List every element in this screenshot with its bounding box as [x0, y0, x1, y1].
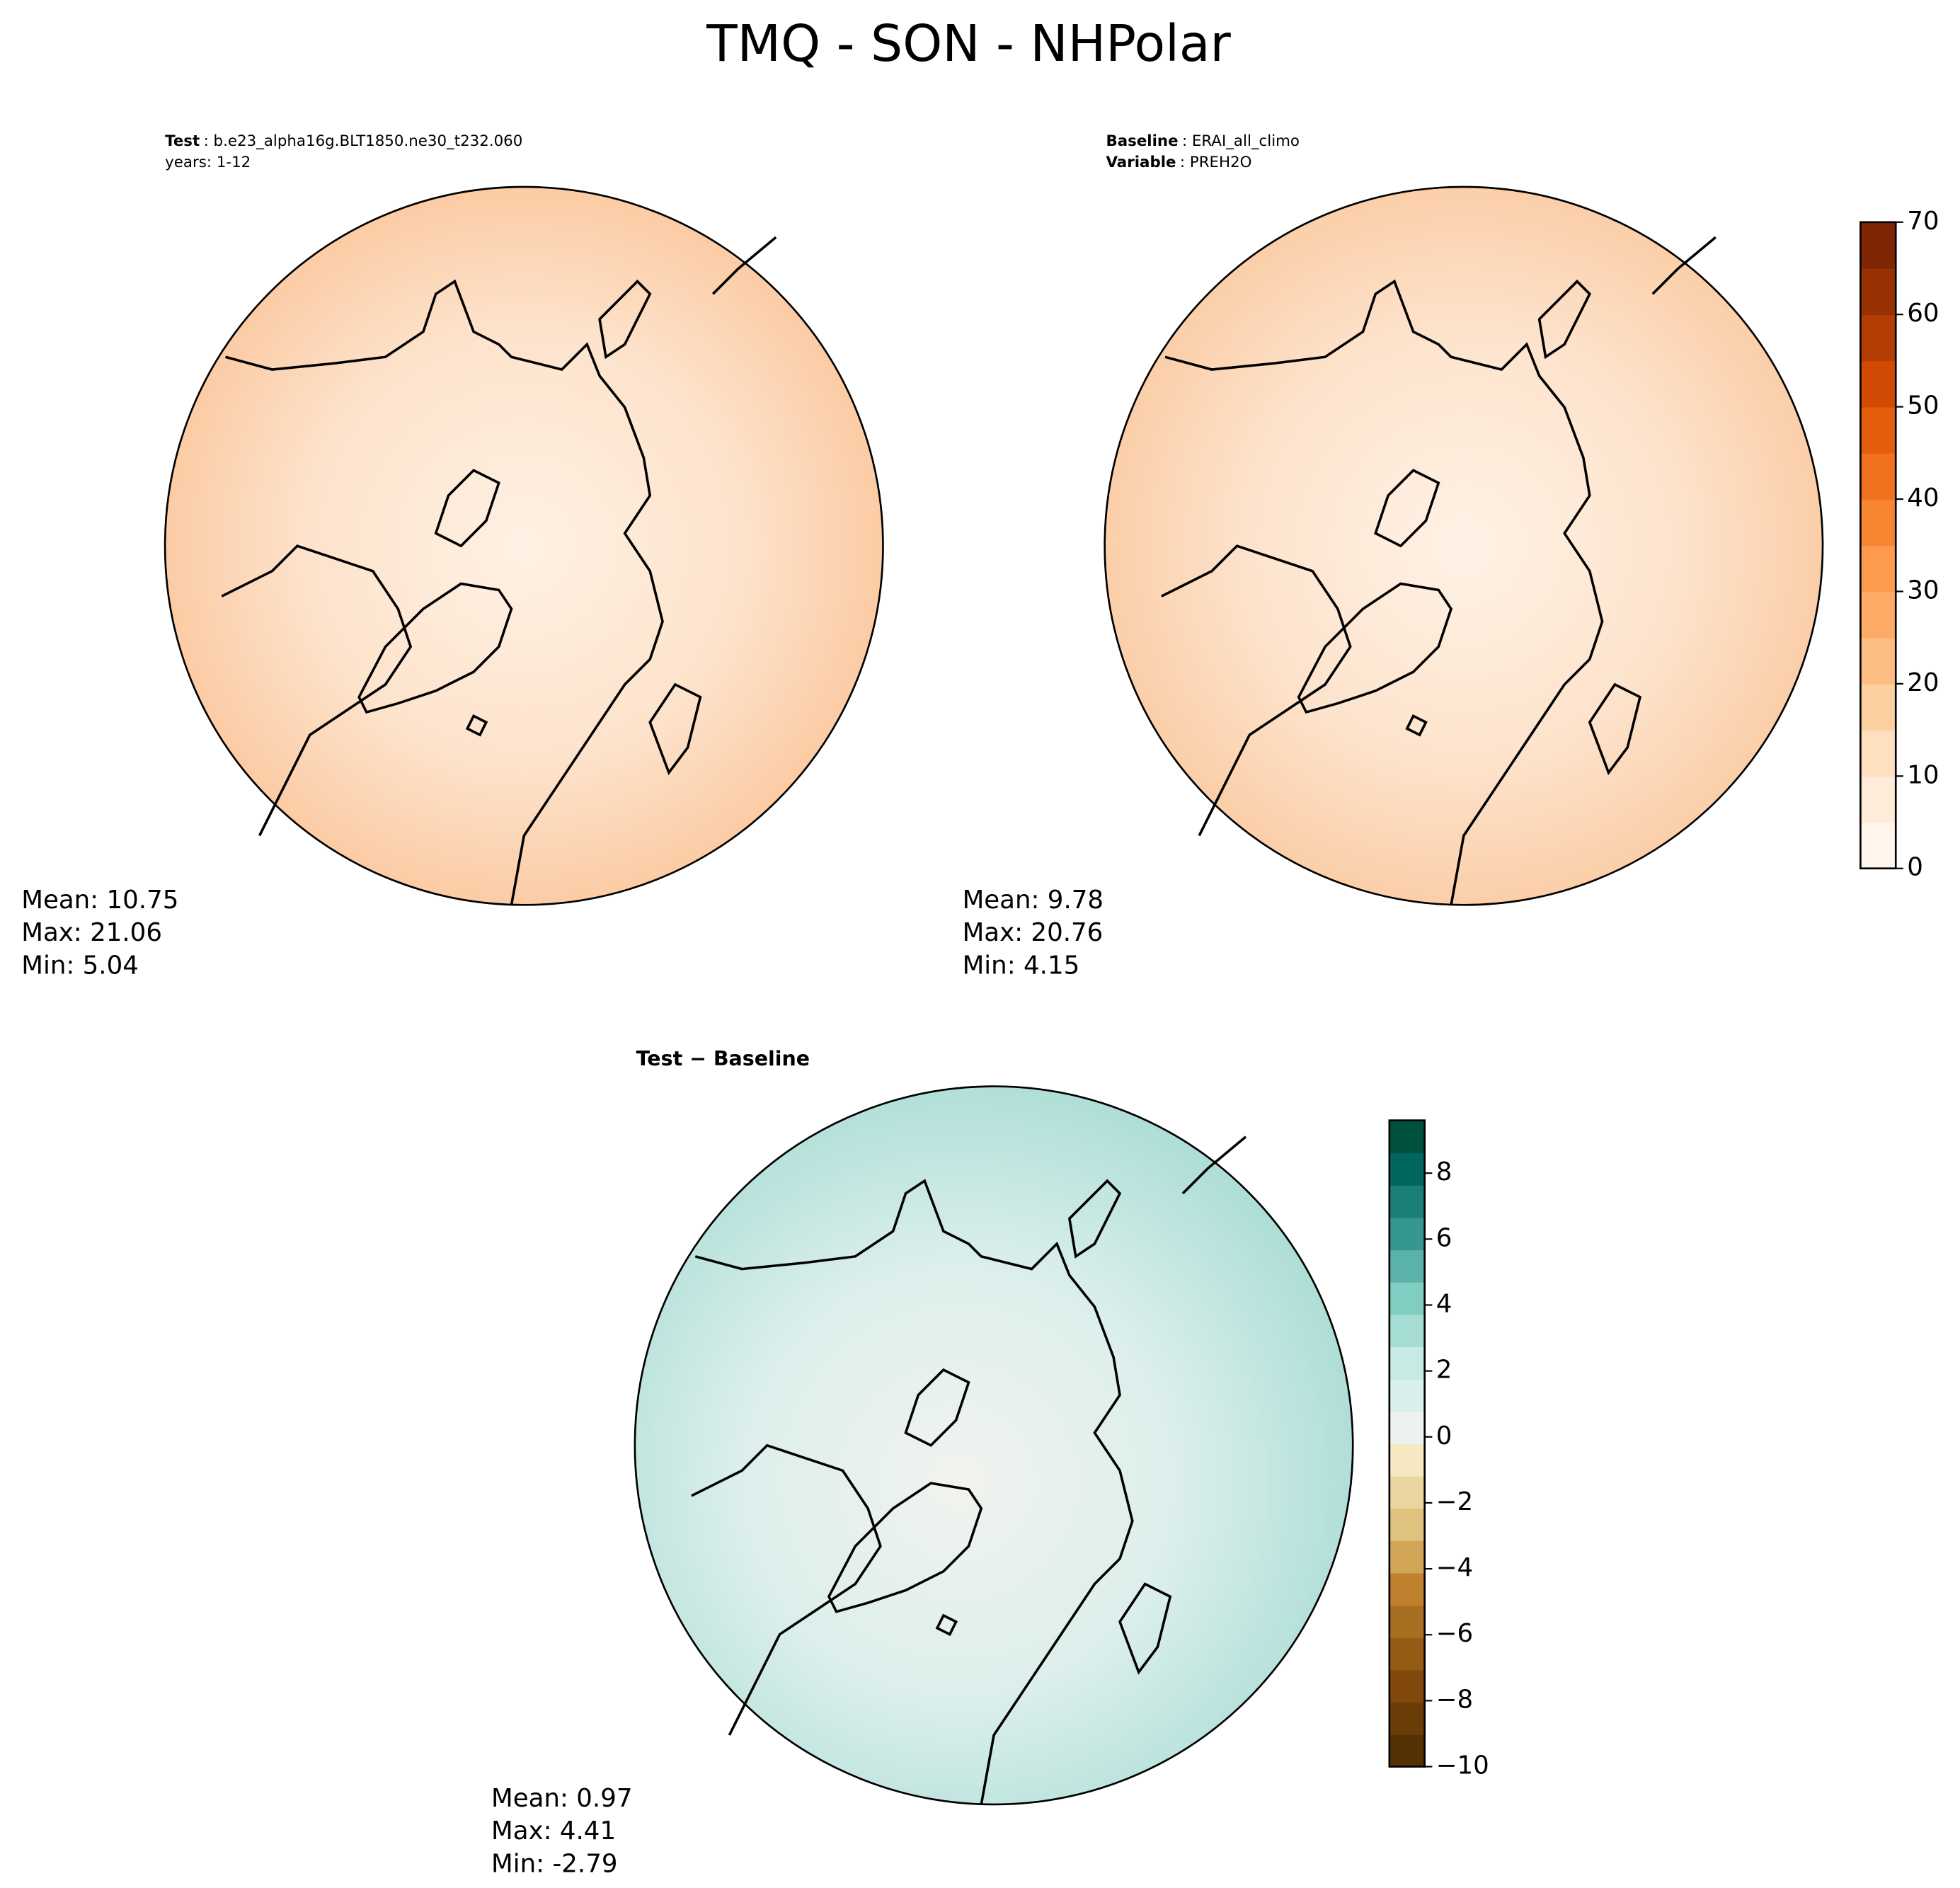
colorbar-band	[1860, 637, 1896, 685]
colorbar-tick-label: −4	[1436, 1553, 1473, 1582]
colorbar-tick-label: 20	[1907, 668, 1939, 697]
colorbar-tick-label: −2	[1436, 1487, 1473, 1516]
colorbar-band	[1389, 1443, 1425, 1477]
colorbar-band	[1389, 1120, 1425, 1154]
panel-header: Variable: PREH2O	[1106, 154, 1251, 171]
header-text: years: 1-12	[165, 154, 251, 171]
stat-line: Min: 5.04	[21, 951, 139, 980]
colorbar-band	[1389, 1249, 1425, 1283]
header-key: Variable	[1106, 154, 1176, 171]
panel-header: Baseline: ERAI_all_climo	[1106, 132, 1300, 150]
colorbar-tick-label: 2	[1436, 1356, 1452, 1385]
colorbar-tick-label: 4	[1436, 1289, 1452, 1318]
colorbar-tick-label: 50	[1907, 391, 1939, 420]
colorbar-tick-label: 60	[1907, 299, 1939, 328]
stat-line: Max: 4.41	[491, 1817, 616, 1846]
stat-line: Mean: 9.78	[963, 886, 1104, 915]
stat-line: Min: 4.15	[963, 951, 1080, 980]
map	[164, 185, 884, 907]
colorbar-band	[1860, 406, 1896, 454]
colorbar-band	[1389, 1475, 1425, 1509]
colorbar-band	[1860, 452, 1896, 500]
colorbar-tick-label: 0	[1436, 1421, 1452, 1451]
colorbar-band	[1389, 1314, 1425, 1348]
header-key: Baseline	[1106, 132, 1178, 150]
stat-line: Mean: 10.75	[21, 886, 178, 915]
header-text: : ERAI_all_climo	[1182, 132, 1300, 150]
map	[634, 1085, 1354, 1806]
colorbar-band	[1860, 822, 1896, 869]
colorbar-band	[1389, 1217, 1425, 1251]
colorbar-band	[1860, 314, 1896, 362]
colorbar-band	[1389, 1572, 1425, 1606]
colorbar-band	[1389, 1378, 1425, 1412]
colorbar-tick-label: −10	[1436, 1751, 1489, 1780]
colorbar-tick-label: 10	[1907, 760, 1939, 789]
panel-header: Test: b.e23_alpha16g.BLT1850.ne30_t232.0…	[165, 132, 522, 150]
header-key: Test	[165, 132, 200, 150]
colorbar-tick-label: 0	[1907, 853, 1923, 882]
stat-line: Mean: 0.97	[491, 1784, 632, 1813]
colorbar-band	[1860, 268, 1896, 316]
colorbar-band	[1389, 1152, 1425, 1186]
colorbar-band	[1860, 591, 1896, 639]
figure-title: TMQ - SON - NHPolar	[706, 14, 1231, 73]
colorbar-band	[1389, 1184, 1425, 1218]
colorbar-band	[1860, 499, 1896, 547]
stat-line: Min: -2.79	[491, 1849, 617, 1878]
header-text: : PREH2O	[1180, 154, 1252, 171]
colorbar-tick-label: 30	[1907, 576, 1939, 605]
colorbar-tick-label: 70	[1907, 207, 1939, 236]
colorbar-band	[1389, 1605, 1425, 1638]
colorbar-band	[1389, 1346, 1425, 1380]
header-text: : b.e23_alpha16g.BLT1850.ne30_t232.060	[204, 132, 523, 150]
colorbar-tick-label: −6	[1436, 1619, 1473, 1648]
colorbar-band	[1389, 1637, 1425, 1671]
colorbar-band	[1860, 222, 1896, 269]
colorbar-tick-label: 40	[1907, 484, 1939, 513]
map	[1104, 185, 1824, 907]
colorbar-frame	[1388, 1119, 1426, 1768]
colorbar-frame	[1859, 221, 1897, 870]
colorbar-tick-label: −8	[1436, 1685, 1473, 1714]
colorbar-band	[1860, 545, 1896, 593]
panel-header: years: 1-12	[165, 154, 251, 171]
stat-line: Max: 21.06	[21, 918, 162, 947]
colorbar-tick-label: 8	[1436, 1157, 1452, 1186]
colorbar-band	[1389, 1702, 1425, 1735]
colorbar-band	[1389, 1281, 1425, 1315]
stat-line: Max: 20.76	[963, 918, 1104, 947]
panel-header: Test − Baseline	[636, 1047, 810, 1070]
colorbar-band	[1389, 1669, 1425, 1703]
colorbar-tick-label: 6	[1436, 1223, 1452, 1252]
colorbar-band	[1389, 1540, 1425, 1574]
colorbar-band	[1389, 1411, 1425, 1444]
colorbar-band	[1389, 1734, 1425, 1768]
header-key: Test − Baseline	[636, 1047, 810, 1070]
colorbar-band	[1389, 1508, 1425, 1541]
colorbar-band	[1860, 730, 1896, 777]
colorbar-band	[1860, 776, 1896, 823]
colorbar-band	[1860, 683, 1896, 731]
colorbar-band	[1860, 360, 1896, 408]
